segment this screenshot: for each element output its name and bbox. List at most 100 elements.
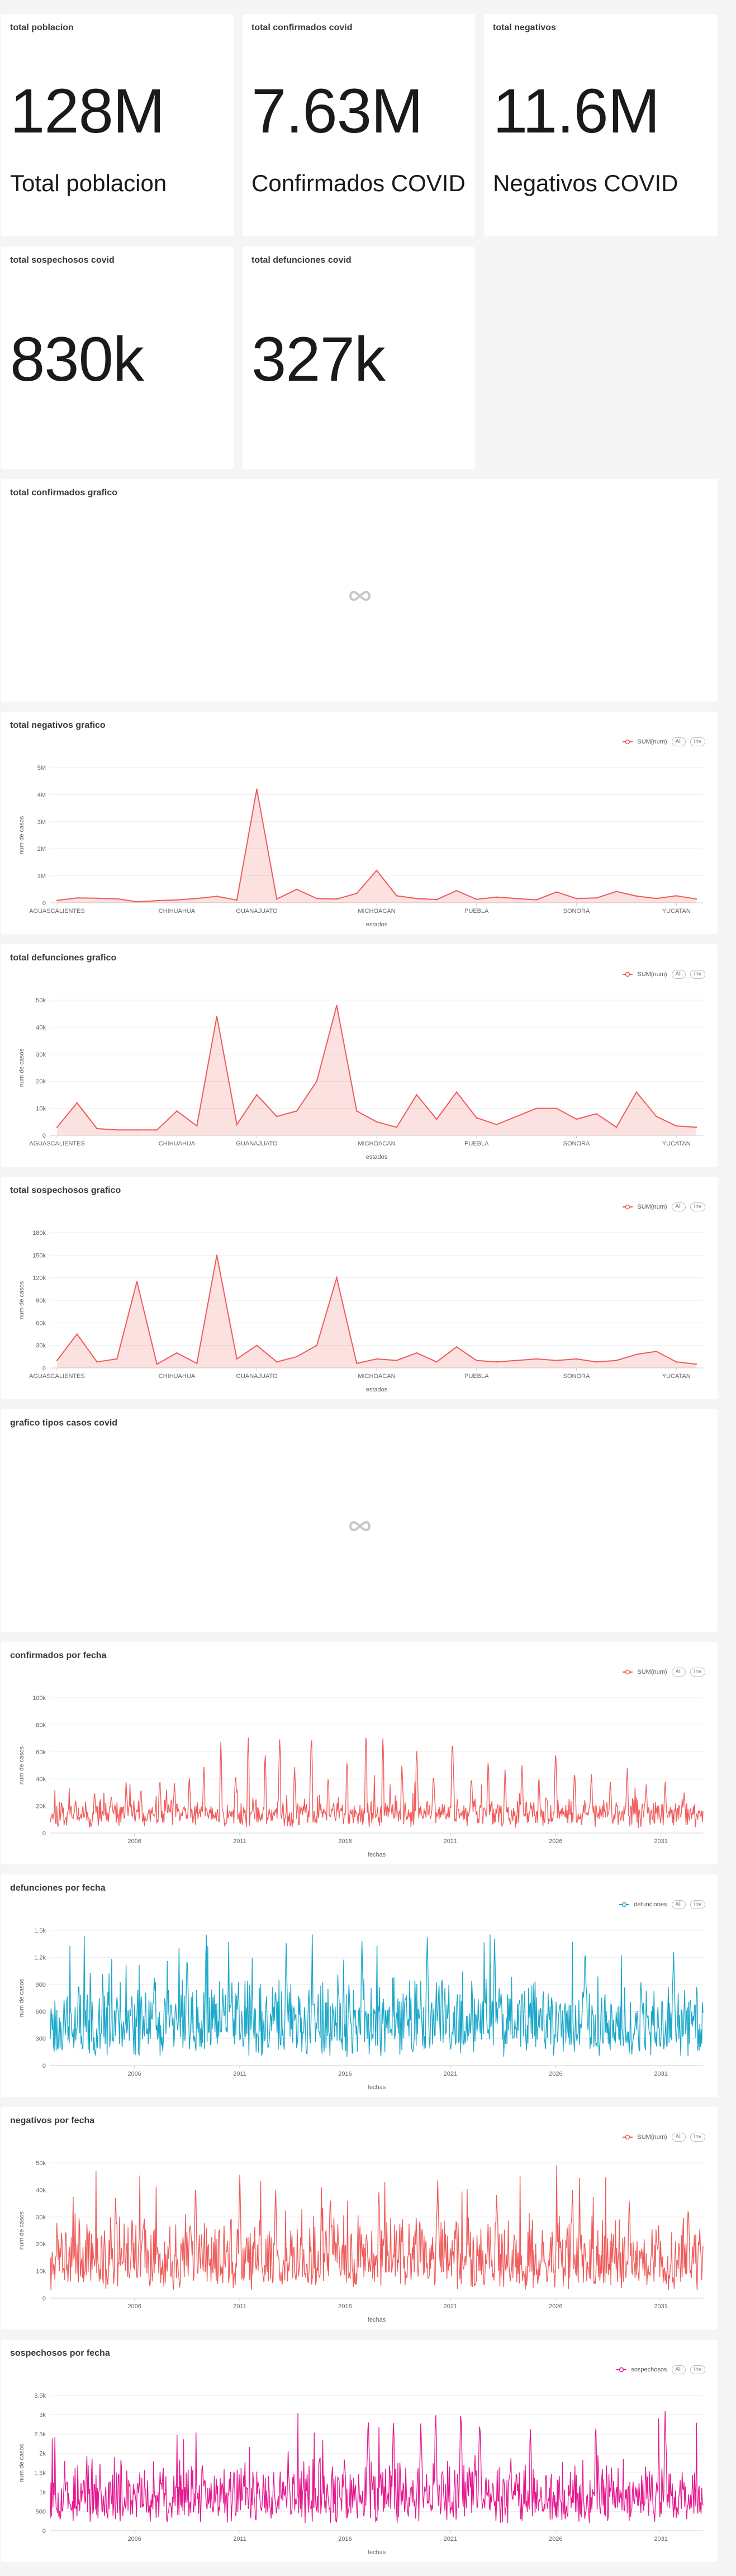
data-point — [496, 1124, 497, 1125]
legend-select-all-button[interactable]: All — [671, 1202, 686, 1211]
chart-legend[interactable]: SUM(num) All Inv — [623, 1202, 705, 1211]
legend-series-label[interactable]: SUM(num) — [637, 1204, 667, 1210]
y-tick-label: 1k — [39, 2489, 46, 2496]
data-point — [455, 890, 458, 892]
legend-invert-button[interactable]: Inv — [690, 1202, 705, 1211]
data-point — [455, 1091, 458, 1093]
legend-series-label[interactable]: SUM(num) — [637, 2134, 667, 2141]
line-chart-confirmados-fecha: 0 20k 40k 60k 80k 100k num de casos fechas 2006 2… — [18, 1695, 704, 1858]
data-point — [336, 1005, 338, 1006]
legend-invert-button[interactable]: Inv — [690, 1668, 705, 1677]
x-tick-label: MICHOACAN — [358, 1373, 395, 1380]
chart-legend[interactable]: SUM(num) All Inv — [623, 1668, 705, 1677]
chart-legend[interactable]: SUM(num) All Inv — [623, 970, 705, 979]
data-point — [196, 1125, 198, 1127]
data-point — [596, 1361, 597, 1363]
data-point — [416, 1094, 417, 1096]
chart-card-grafico-tipos-casos-covid: grafico tipos casos covid — [1, 1409, 718, 1632]
data-point — [216, 896, 218, 897]
data-point — [316, 898, 317, 899]
y-tick-label: 0 — [42, 1365, 46, 1372]
legend-invert-button[interactable]: Inv — [690, 737, 705, 746]
data-point — [236, 1124, 238, 1125]
legend-invert-button[interactable]: Inv — [690, 2133, 705, 2142]
legend-select-all-button[interactable]: All — [671, 2133, 686, 2142]
series-area — [57, 789, 696, 903]
legend-select-all-button[interactable]: All — [671, 1668, 686, 1677]
kpi-card-total-defunciones-covid: total defunciones covid 327k — [243, 247, 475, 469]
y-tick-label: 40k — [36, 1776, 46, 1783]
data-point — [656, 898, 657, 899]
legend-select-all-button[interactable]: All — [671, 1900, 686, 1909]
legend-invert-button[interactable]: Inv — [690, 1900, 705, 1909]
x-tick-label: YUCATAN — [662, 908, 691, 915]
chart-legend[interactable]: SUM(num) All Inv — [623, 737, 705, 746]
y-tick-label: 0 — [42, 2528, 46, 2535]
y-tick-label: 40k — [36, 1024, 46, 1031]
chart-legend[interactable]: SUM(num) All Inv — [623, 2133, 705, 2142]
data-point — [436, 1118, 438, 1120]
x-tick-label: AGUASCALIENTES — [29, 1373, 85, 1380]
x-tick-label: 2031 — [654, 1838, 667, 1845]
card-title: total negativos — [493, 23, 556, 32]
line-chart-negativos-fecha: 0 10k 20k 30k 40k 50k num de casos fechas 2006 20… — [18, 2160, 704, 2323]
y-tick-label: 100k — [32, 1695, 46, 1702]
x-tick-label: 2031 — [654, 2071, 667, 2077]
x-tick-label: 2021 — [444, 2303, 457, 2310]
card-title: total sospechosos covid — [10, 255, 115, 265]
x-tick-label: 2011 — [233, 2536, 246, 2542]
x-tick-label: YUCATAN — [662, 1140, 691, 1147]
big-number-value: 327k — [251, 324, 386, 394]
chart-legend[interactable]: sospechosos All Inv — [616, 2365, 705, 2374]
card-title: grafico tipos casos covid — [10, 1418, 118, 1428]
big-number-subheader: Confirmados COVID — [251, 170, 466, 196]
legend-select-all-button[interactable]: All — [671, 2365, 686, 2374]
x-tick-label: 2026 — [549, 2536, 562, 2542]
y-tick-label: 60k — [36, 1749, 46, 1756]
y-tick-label: 1.2k — [34, 1954, 46, 1961]
series-line — [56, 1005, 697, 1131]
series-area — [57, 1255, 696, 1368]
series-line — [50, 1934, 704, 2057]
chart-legend[interactable]: defunciones All Inv — [619, 1900, 705, 1909]
data-point — [156, 1129, 158, 1131]
data-point — [56, 899, 58, 901]
y-tick-label: 0 — [42, 1830, 46, 1837]
legend-select-all-button[interactable]: All — [671, 970, 686, 979]
data-point — [615, 1126, 618, 1128]
data-point — [555, 1107, 557, 1109]
y-tick-label: 3k — [39, 2412, 46, 2419]
legend-series-label[interactable]: sospechosos — [631, 2366, 667, 2373]
card-title: defunciones por fecha — [10, 1883, 106, 1893]
legend-invert-button[interactable]: Inv — [690, 970, 705, 979]
legend-series-label[interactable]: SUM(num) — [637, 1669, 667, 1675]
data-point — [76, 1333, 78, 1335]
big-number-value: 11.6M — [493, 76, 660, 146]
x-tick-label: 2026 — [549, 2071, 562, 2077]
legend-series-label[interactable]: SUM(num) — [637, 738, 667, 745]
chart-card-total-defunciones-grafico: total defunciones grafico SUM(num) All I… — [1, 944, 718, 1167]
y-axis-label: num de casos — [18, 1746, 25, 1784]
y-tick-label: 50k — [36, 997, 46, 1004]
legend-series-label[interactable]: SUM(num) — [637, 971, 667, 978]
card-title: total defunciones covid — [251, 255, 352, 265]
data-point — [396, 895, 397, 897]
data-point — [535, 1358, 538, 1360]
data-point — [535, 899, 538, 901]
y-tick-label: 900 — [36, 1982, 46, 1988]
chart-card-total-confirmados-grafico: total confirmados grafico — [1, 479, 718, 702]
data-point — [236, 1358, 238, 1360]
legend-select-all-button[interactable]: All — [671, 737, 686, 746]
y-tick-label: 60k — [36, 1320, 46, 1327]
legend-invert-button[interactable]: Inv — [690, 2365, 705, 2374]
data-point — [96, 897, 98, 899]
data-point — [56, 1126, 58, 1128]
x-tick-label: SONORA — [563, 1140, 590, 1147]
big-number-subheader: Total poblacion — [10, 170, 167, 196]
y-tick-label: 20k — [36, 2241, 46, 2248]
y-tick-label: 0 — [42, 2295, 46, 2302]
legend-series-label[interactable]: defunciones — [634, 1901, 667, 1908]
data-point — [496, 896, 497, 898]
x-tick-label: CHIHUAHUA — [159, 1140, 196, 1147]
data-point — [476, 898, 477, 900]
